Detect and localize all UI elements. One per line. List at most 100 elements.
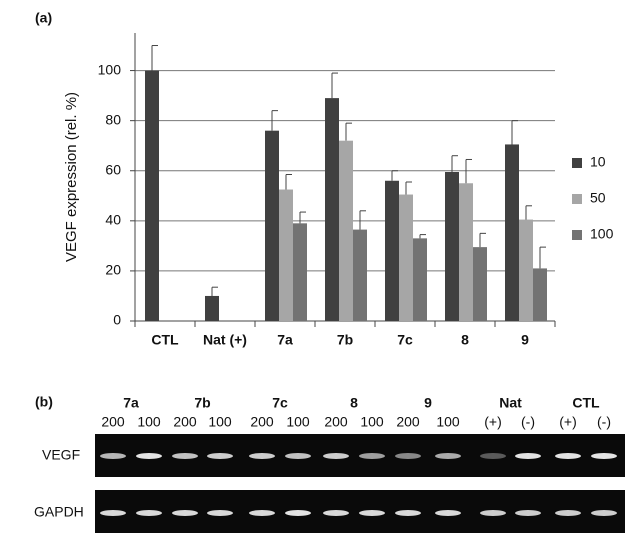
gel-lane-label: 200 <box>250 414 274 430</box>
gel-band <box>515 453 541 459</box>
gel-group-label: 9 <box>424 395 432 411</box>
bar <box>385 180 399 321</box>
gel-band <box>515 510 541 516</box>
x-tick-label: 8 <box>461 332 469 348</box>
gel-band <box>395 510 421 516</box>
error-bar <box>465 158 472 184</box>
bar <box>279 189 293 321</box>
gel-band <box>591 510 617 516</box>
gel-band <box>100 453 126 459</box>
x-tick-label: Nat (+) <box>203 332 247 348</box>
gel-lane-label: (+) <box>484 414 502 430</box>
bar <box>205 295 219 321</box>
gel-band <box>591 453 617 459</box>
gel-lane-label: 200 <box>396 414 420 430</box>
y-axis-label: VEGF expression (rel. %) <box>63 92 80 262</box>
gel-band <box>207 510 233 516</box>
legend-swatch <box>572 158 582 168</box>
bar <box>533 268 547 321</box>
error-bar <box>359 210 366 230</box>
gel-band <box>249 453 275 459</box>
gel-band <box>323 453 349 459</box>
gel-lane-label: 100 <box>208 414 232 430</box>
x-tick-label: 7c <box>397 332 413 348</box>
gel-lane-label: 100 <box>360 414 384 430</box>
gel-lane-label: (-) <box>597 414 611 430</box>
gel-lane-label: 200 <box>101 414 125 430</box>
gel-band <box>136 453 162 459</box>
legend-swatch <box>572 194 582 204</box>
gel-band <box>555 453 581 459</box>
gel-band <box>395 453 421 459</box>
gel-group-label: 8 <box>350 395 358 411</box>
x-tick-label: 7b <box>337 332 353 348</box>
x-tick-label: 9 <box>521 332 529 348</box>
error-bar <box>345 122 352 141</box>
gel-group-label: 7b <box>194 395 210 411</box>
error-bar <box>419 234 426 239</box>
bar <box>473 247 487 321</box>
bar <box>325 98 339 322</box>
error-bar <box>331 72 338 99</box>
error-bar <box>285 173 292 190</box>
panel-label: (b) <box>35 394 53 410</box>
bar <box>353 229 367 321</box>
bar <box>505 144 519 321</box>
gel-band <box>207 453 233 459</box>
gel-band <box>285 510 311 516</box>
gel-row-label: VEGF <box>42 447 80 463</box>
gel-lane-label: 100 <box>436 414 460 430</box>
bar <box>145 70 159 321</box>
bar <box>399 194 413 321</box>
bar <box>339 140 353 321</box>
gel-band <box>435 453 461 459</box>
gel-band <box>249 510 275 516</box>
gel-band <box>359 510 385 516</box>
error-bar <box>299 211 306 224</box>
y-tick-label: 60 <box>105 161 121 177</box>
gel-band <box>480 510 506 516</box>
legend-swatch <box>572 230 582 240</box>
panel-label: (a) <box>35 10 52 26</box>
y-tick-label: 80 <box>105 111 121 127</box>
error-bar <box>479 232 486 248</box>
gel-band <box>136 510 162 516</box>
bar <box>459 183 473 321</box>
gel-group-label: 7a <box>123 395 139 411</box>
gel-band <box>480 453 506 459</box>
gel-lane-label: 100 <box>286 414 310 430</box>
x-tick-label: CTL <box>151 332 179 348</box>
legend-label: 50 <box>590 190 606 206</box>
bar <box>265 130 279 321</box>
y-tick-label: 0 <box>113 312 121 328</box>
bar <box>445 171 459 321</box>
x-tick-label: 7a <box>277 332 293 348</box>
error-bar <box>391 170 398 181</box>
bar <box>519 219 533 321</box>
gel-lane-label: 200 <box>173 414 197 430</box>
error-bar <box>151 45 158 71</box>
gel-band <box>285 453 311 459</box>
gel-band <box>435 510 461 516</box>
bar <box>293 223 307 321</box>
gel-lane-label: 100 <box>137 414 161 430</box>
gel-lane-label: 200 <box>324 414 348 430</box>
error-bar <box>451 155 458 172</box>
legend-label: 100 <box>590 226 614 242</box>
y-tick-label: 20 <box>105 262 121 278</box>
bar <box>413 238 427 321</box>
gel-band <box>172 510 198 516</box>
error-bar <box>511 120 518 145</box>
y-tick-label: 100 <box>98 61 122 77</box>
error-bar <box>525 205 532 220</box>
legend-label: 10 <box>590 154 606 170</box>
gel-group-label: CTL <box>572 395 600 411</box>
gel-band <box>172 453 198 459</box>
error-bar <box>405 181 412 195</box>
gel-band <box>555 510 581 516</box>
gel-group-label: 7c <box>272 395 288 411</box>
gel-lane-label: (+) <box>559 414 577 430</box>
error-bar <box>211 286 218 296</box>
error-bar <box>539 246 546 269</box>
